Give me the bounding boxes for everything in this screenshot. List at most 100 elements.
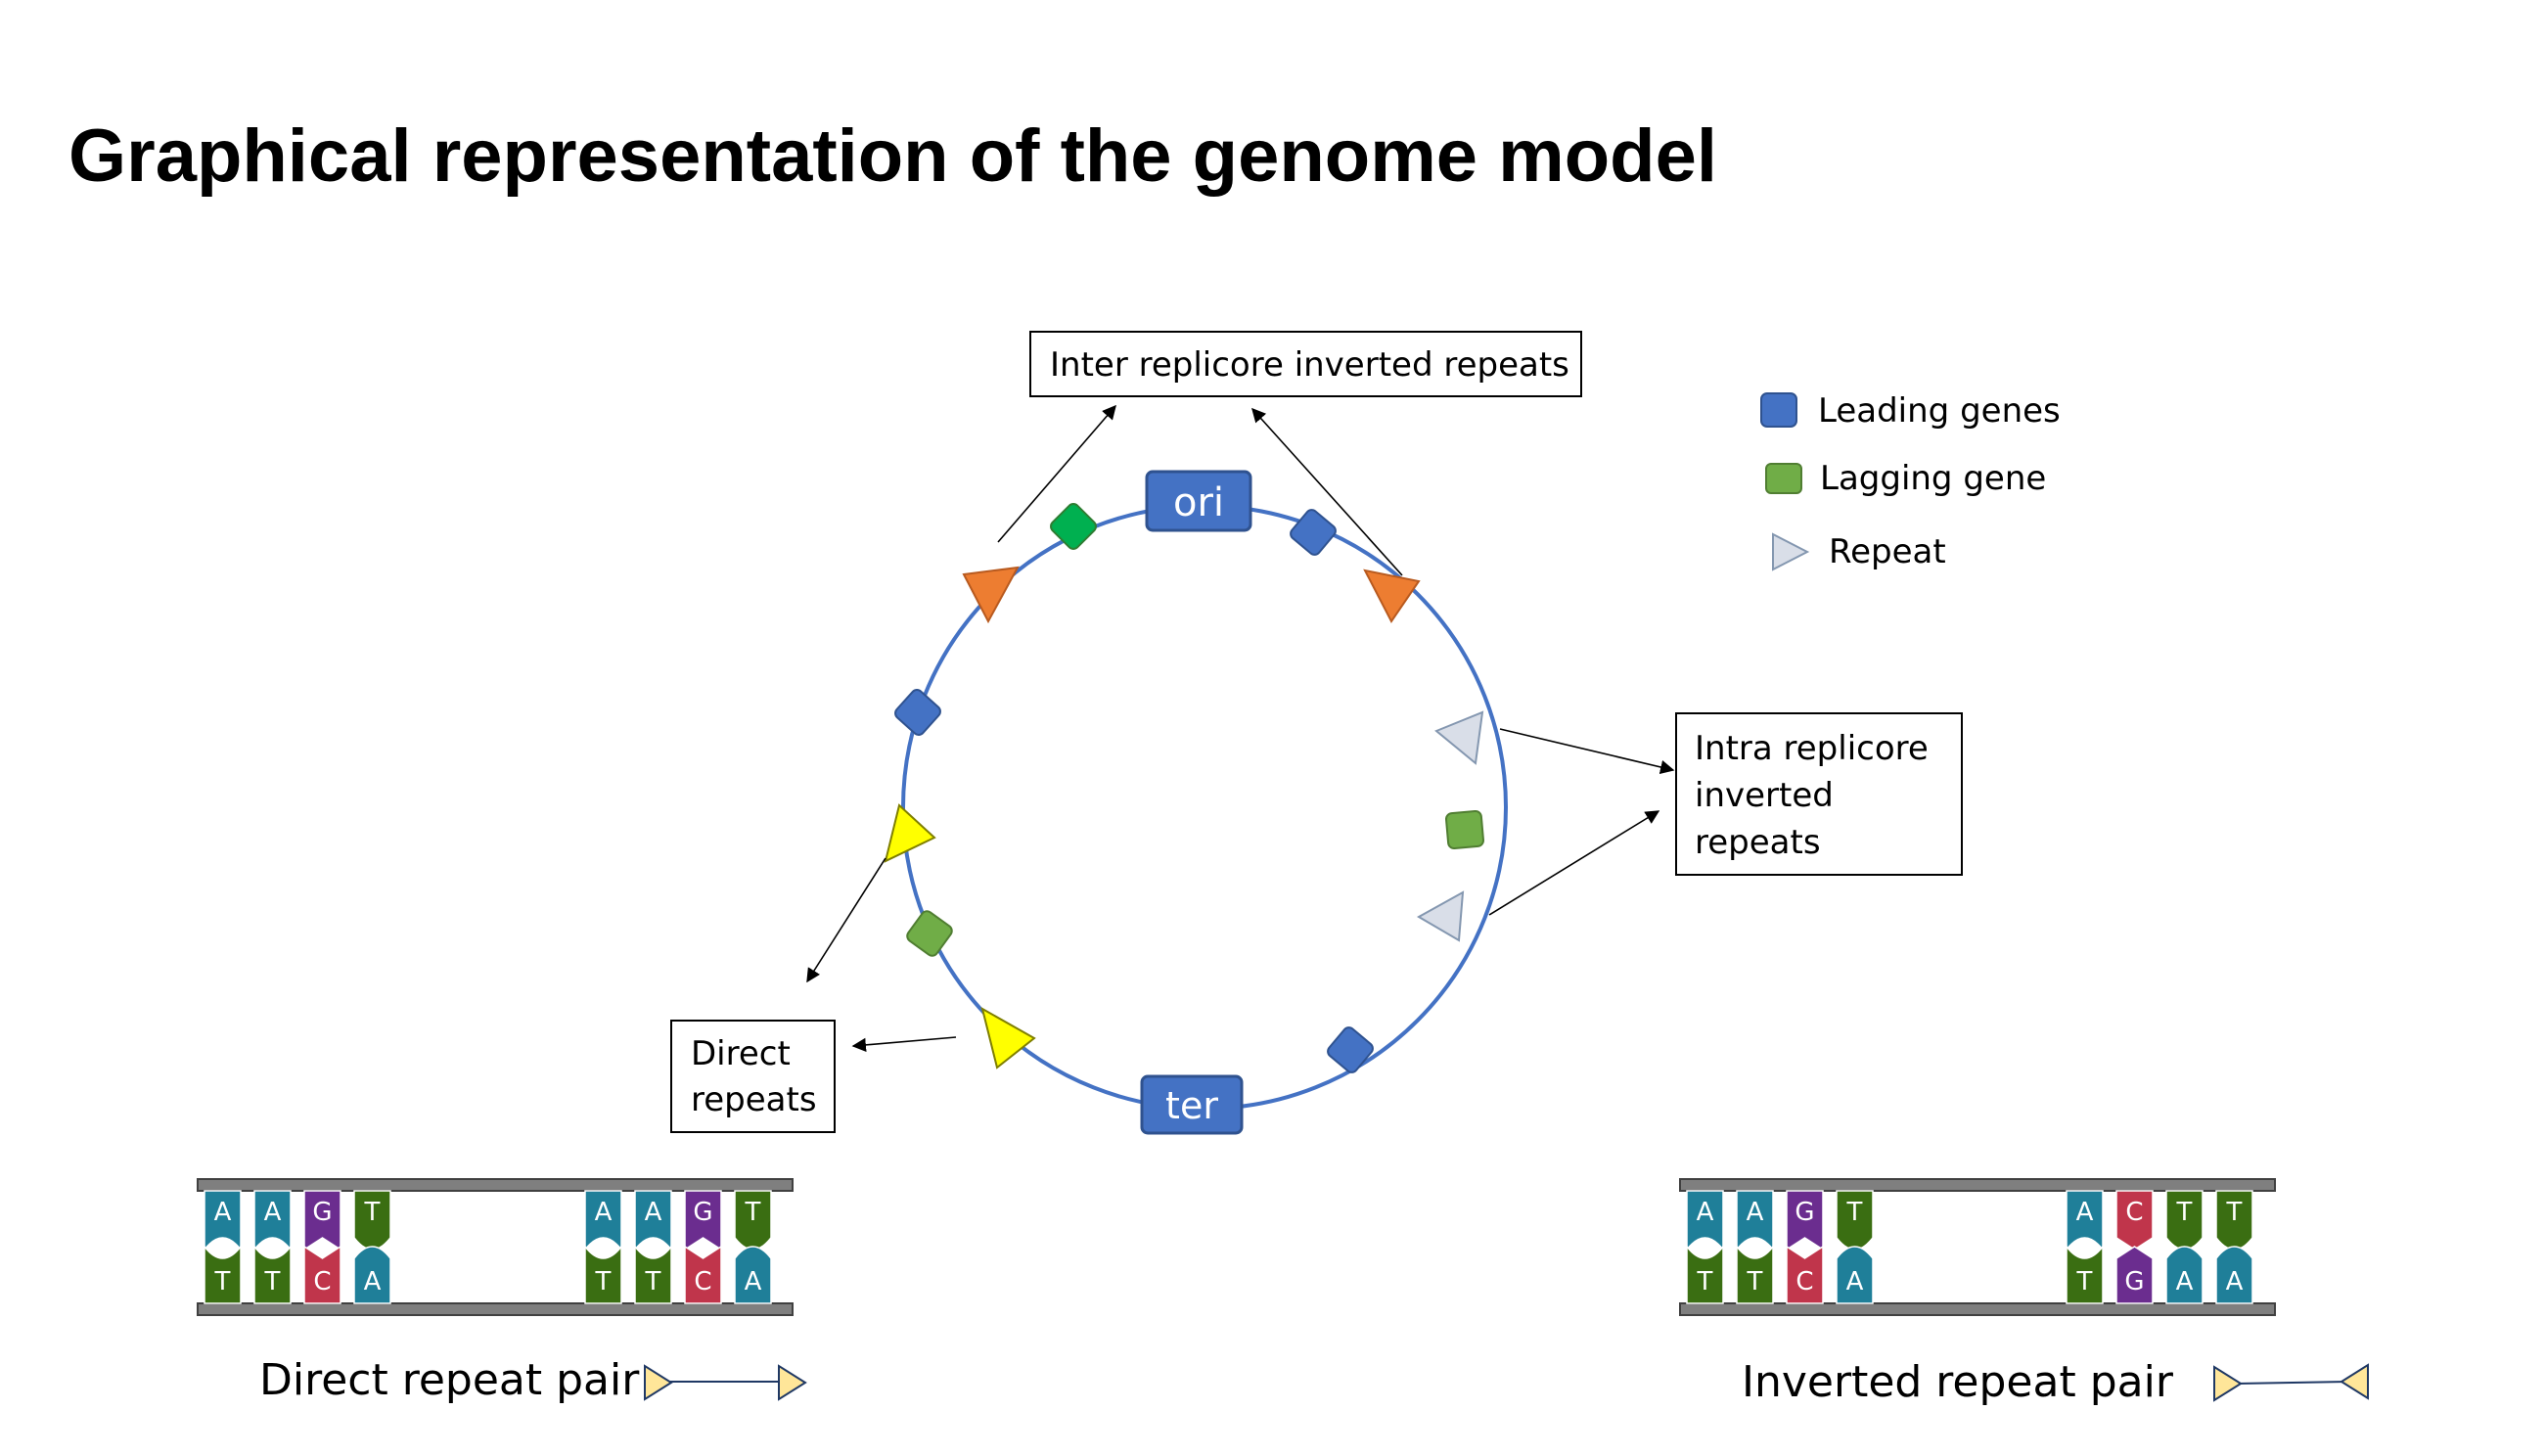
inverted-right-top-base-1 [2115,1190,2154,1251]
legend-lagging-swatch [1765,463,1802,494]
dna-bottom-strand [1679,1302,2276,1316]
direct-left-top-base-0-letter: A [214,1198,232,1227]
inverted-right-bottom-base-0 [2066,1244,2104,1304]
intra-repeats-label-line3: repeats [1695,823,1821,862]
direct-repeat-bottom-triangle [980,1006,1036,1069]
arrow-inter-right [1251,407,1403,576]
direct-left-bottom-base-0 [204,1244,242,1304]
inverted-left-bottom-base-1 [1736,1244,1774,1304]
legend-leading-swatch [1760,392,1797,428]
direct-pair-symbol [644,1364,807,1401]
direct-left-top-base-2 [303,1190,341,1251]
inverted-right-bottom-base-1-letter: G [2124,1267,2144,1297]
inverted-left-bottom-base-2 [1786,1245,1824,1304]
inverted-left-bottom-base-3-letter: A [1846,1267,1864,1297]
page-title: Graphical representation of the genome m… [68,114,1717,198]
arrow-intra-top [1499,728,1675,775]
arrow-direct-left [806,857,886,983]
direct-pair-label: Direct repeat pair [259,1355,640,1405]
direct-left-top-base-2-letter: G [312,1198,332,1227]
arrow-direct-bottom [851,1036,957,1053]
intra-repeats-callout: Intra replicore inverted repeats [1675,712,1963,876]
ter-node: ter [1140,1074,1244,1135]
direct-right-top-base-3-letter: T [745,1198,761,1227]
genes-layer [894,503,1485,1073]
inverted-right-bottom-base-1 [2115,1246,2154,1304]
legend-repeat-swatch [1772,532,1810,571]
inverted-pair-symbol [2213,1363,2369,1402]
callout-arrows [806,404,1675,1053]
inverted-pair-right-triangle [2340,1363,2369,1400]
arrow-inter-left [997,404,1116,543]
direct-left-top-base-3-letter: T [364,1198,381,1227]
inverted-left-bottom-base-2-letter: C [1795,1267,1813,1297]
arrow-intra-bottom [1488,810,1660,916]
direct-repeat-top-triangle [884,803,936,863]
inverted-right-top-base-3-letter: T [2226,1198,2243,1227]
direct-right-bottom-base-0-letter: T [595,1267,612,1297]
direct-right-top-base-2-letter: G [693,1198,712,1227]
inverted-right-top-base-2-letter: T [2176,1198,2193,1227]
leading-gene-left [894,689,941,736]
direct-left-bottom-base-3-letter: A [364,1267,382,1297]
direct-pair-right-triangle [778,1364,807,1401]
inter-repeats-callout: Inter replicore inverted repeats [1029,331,1582,397]
legend-lagging-label: Lagging gene [1820,459,2046,498]
inverted-left-bottom-base-0 [1686,1244,1724,1304]
leading-gene-bottom-right [1327,1026,1374,1073]
inverted-left-top-base-3-letter: T [1846,1198,1863,1227]
intra-repeat-bottom-triangle [1416,890,1465,942]
direct-right-bottom-base-3-letter: A [745,1267,762,1297]
intra-repeats-label-line1: Intra replicore [1695,729,1929,768]
inverted-left-bottom-base-0-letter: T [1697,1267,1713,1297]
lagging-gene-top [1050,503,1097,550]
direct-left-bottom-base-1 [253,1244,292,1304]
inverted-right-bottom-base-0-letter: T [2076,1267,2093,1297]
inverted-repeat-dna: A A G T T T C A A C T T T G A A [1679,1178,2276,1316]
direct-left-bottom-base-3 [353,1246,391,1304]
intra-repeats-label-line2: inverted [1695,776,1834,815]
dna-top-strand [1679,1178,2276,1192]
direct-left-bottom-base-1-letter: T [264,1267,281,1297]
direct-left-bottom-base-2 [303,1245,341,1304]
direct-right-bottom-base-3 [734,1246,772,1304]
leading-gene-top-right [1290,509,1337,556]
direct-right-top-base-2 [684,1190,722,1251]
direct-pair-left-triangle [644,1364,673,1401]
direct-right-bottom-base-2-letter: C [694,1267,711,1297]
inverted-right-bottom-base-2-letter: A [2176,1267,2194,1297]
legend-leading-label: Leading genes [1818,391,2061,431]
legend-repeat-label: Repeat [1829,532,1946,571]
inverted-pair-label: Inverted repeat pair [1742,1357,2174,1407]
direct-repeat-dna: A A G T T T C A A A G T T T C A [197,1178,794,1316]
dna-bottom-strand [197,1302,794,1316]
direct-repeats-label-line1: Direct [691,1034,791,1073]
legend: Leading genes Lagging gene Repeat [1760,391,2061,571]
direct-right-top-base-1-letter: A [645,1198,662,1227]
direct-left-bottom-base-0-letter: T [214,1267,231,1297]
inter-repeats-label: Inter replicore inverted repeats [1050,345,1569,385]
inverted-left-top-base-2 [1786,1190,1824,1251]
inverted-pair-left-triangle [2213,1365,2243,1402]
direct-right-bottom-base-0 [584,1244,622,1304]
inverted-left-top-base-1-letter: A [1747,1198,1764,1227]
direct-right-bottom-base-2 [684,1245,722,1304]
ori-label: ori [1173,480,1224,525]
direct-repeats-callout: Direct repeats [670,1020,836,1133]
direct-right-bottom-base-1-letter: T [645,1267,661,1297]
ori-node: ori [1145,470,1252,532]
inverted-right-top-base-0-letter: A [2076,1198,2094,1227]
intra-repeat-top-triangle [1434,710,1484,765]
inter-repeat-left-triangle [962,566,1020,624]
lagging-gene-bottom-left [906,910,953,957]
inverted-left-top-base-2-letter: G [1795,1198,1814,1227]
lagging-gene-right [1444,809,1485,850]
direct-right-top-base-0-letter: A [595,1198,613,1227]
inverted-right-bottom-base-3 [2215,1246,2253,1304]
inverted-right-bottom-base-2 [2165,1246,2204,1304]
direct-repeats-label-line2: repeats [691,1080,817,1119]
inter-repeat-right-triangle [1363,569,1421,623]
inverted-right-bottom-base-3-letter: A [2226,1267,2244,1297]
inverted-left-bottom-base-3 [1836,1246,1874,1304]
